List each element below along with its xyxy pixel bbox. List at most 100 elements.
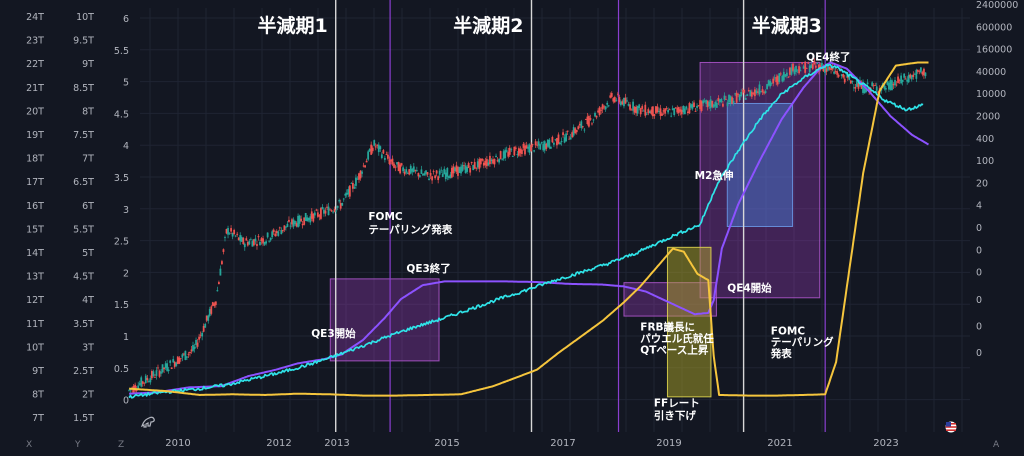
price-candle-body — [889, 79, 892, 90]
price-candle-body — [446, 167, 449, 177]
price-candle-body — [793, 69, 796, 75]
price-candle-body — [222, 249, 225, 252]
price-candle-body — [668, 109, 671, 111]
price-candle-body — [679, 109, 682, 112]
price-candle-body — [897, 76, 899, 83]
axis-corner-letter[interactable]: Z — [118, 440, 124, 450]
axis-corner-letter[interactable]: X — [26, 440, 32, 450]
price-candle-body — [479, 158, 482, 165]
price-candle-body — [906, 79, 909, 82]
axis3-tick-label: 2 — [123, 268, 129, 279]
price-candle-body — [411, 168, 414, 172]
price-candle-body — [778, 73, 781, 82]
axis2-tick-label: 7.5T — [73, 130, 94, 141]
price-candle-body — [618, 97, 621, 103]
price-candle-body — [769, 80, 772, 87]
price-candle-body — [318, 215, 321, 217]
price-candle-body — [415, 170, 418, 172]
price-candle-body — [208, 309, 211, 316]
price-candle-body — [475, 167, 478, 169]
price-candle-body — [916, 69, 919, 72]
price-candle-body — [884, 87, 887, 90]
price-candle-body — [595, 115, 598, 118]
price-candle-body — [546, 139, 549, 147]
price-candle-body — [310, 211, 313, 219]
price-candle-body — [655, 106, 657, 114]
price-candle-body — [763, 92, 765, 94]
price-candle-body — [464, 165, 467, 173]
price-candle-body — [213, 303, 216, 306]
price-candle-body — [274, 233, 277, 237]
price-candle-body — [757, 91, 759, 93]
price-candle-body — [463, 165, 465, 167]
axis4-tick-label: 0 — [976, 295, 982, 306]
axis1-tick-label: 12T — [26, 295, 44, 306]
price-candle-body — [717, 98, 720, 102]
annotation-text: QE3開始 — [311, 327, 356, 340]
price-candle-body — [431, 176, 433, 181]
price-candle-body — [837, 74, 840, 77]
us-flag-icon[interactable] — [945, 421, 957, 433]
price-candle-body — [275, 230, 278, 234]
price-candle-body — [452, 166, 455, 174]
price-candle-body — [176, 356, 179, 365]
price-candle-body — [362, 165, 365, 167]
price-candle-body — [234, 235, 237, 237]
price-candle-body — [329, 209, 331, 211]
price-candle-body — [912, 74, 915, 77]
price-candle-body — [210, 306, 213, 314]
axis3-tick-label: 3 — [123, 205, 129, 216]
price-candle-body — [591, 123, 593, 125]
price-candle-body — [770, 82, 773, 84]
price-candle-body — [607, 105, 610, 107]
price-candle-body — [530, 144, 532, 152]
price-candle-body — [545, 143, 548, 149]
price-candle-body — [364, 165, 366, 168]
price-candle-body — [504, 149, 507, 159]
price-candle-body — [347, 189, 350, 195]
price-candle-body — [157, 367, 159, 369]
price-candle-body — [432, 171, 435, 172]
price-candle-body — [685, 106, 688, 109]
axis1-tick-label: 10T — [26, 342, 44, 353]
price-candle-body — [263, 242, 266, 245]
axis4-tick-label: 2400000 — [976, 0, 1018, 11]
price-candle-body — [246, 242, 249, 246]
axis-corner-letter[interactable]: A — [993, 440, 1000, 450]
price-candle-body — [635, 106, 638, 114]
label-layer: 半減期1 半減期2 半減期3QE3開始FOMCテーパリング発表QE3終了FRB議長に… — [257, 14, 850, 422]
price-candle-body — [473, 162, 476, 169]
price-candle-body — [487, 162, 490, 166]
price-candle-body — [161, 364, 164, 373]
price-candle-body — [376, 144, 379, 146]
price-candle-body — [484, 160, 487, 166]
axis-corner-letter[interactable]: Y — [74, 440, 81, 450]
price-candle-body — [708, 101, 711, 106]
price-candle-body — [566, 130, 569, 132]
price-candle-body — [536, 144, 539, 146]
price-candle-body — [283, 225, 286, 230]
price-candle-body — [140, 377, 143, 387]
price-candle-body — [169, 360, 172, 363]
price-candle-body — [854, 87, 857, 89]
price-candle-body — [776, 76, 779, 85]
price-candle-body — [170, 367, 173, 369]
axis3-tick-label: 1 — [123, 332, 129, 343]
price-candle-body — [531, 144, 534, 145]
price-candle-body — [903, 73, 906, 78]
dinosaur-logo-icon — [140, 416, 155, 428]
price-candle-body — [259, 242, 261, 246]
price-candle-body — [396, 162, 398, 165]
price-candle-body — [324, 210, 327, 214]
axis4-tick-label: 0 — [976, 245, 982, 256]
price-candle-body — [589, 118, 592, 120]
price-candle-body — [581, 126, 584, 128]
axis1-tick-label: 17T — [26, 177, 44, 188]
axis2-tick-label: 1.5T — [73, 413, 94, 424]
price-candle-body — [352, 183, 354, 189]
price-candle-body — [597, 110, 599, 113]
axis2-tick-label: 8.5T — [73, 83, 94, 94]
axis4-tick-label: 100 — [976, 156, 994, 167]
price-candle-body — [195, 339, 197, 345]
axis1-tick-label: 22T — [26, 59, 44, 70]
